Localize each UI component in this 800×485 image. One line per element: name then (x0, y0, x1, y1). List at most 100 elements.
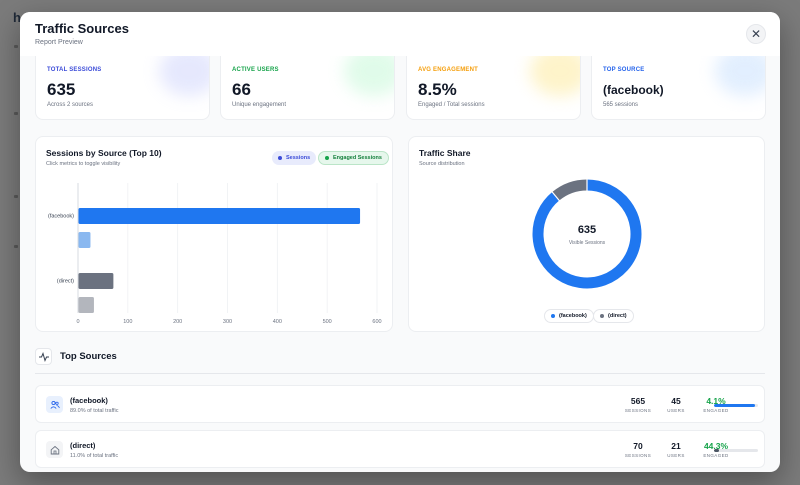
source-share: 89.0% of total traffic (70, 408, 119, 414)
modal-header: Traffic Sources Report Preview ✕ (20, 12, 780, 56)
close-icon: ✕ (750, 27, 762, 41)
kpi-subtext: 565 sessions (603, 102, 639, 108)
donut-center-label: Visible Sessions (569, 240, 606, 246)
category-label: (direct) (57, 279, 74, 285)
metric-value: 45 (671, 396, 681, 406)
metric-label: ENGAGED (703, 408, 729, 413)
donut-slice (552, 179, 588, 201)
kpi-subtext: Unique engagement (232, 102, 287, 108)
metric-label: SESSIONS (624, 408, 652, 413)
chip-dot (325, 156, 329, 160)
kpi-glow (344, 56, 394, 96)
kpi-label: TOP SOURCE (603, 67, 645, 73)
metric-value: 70 (633, 441, 643, 451)
section-title: Top Sources (60, 351, 117, 362)
metric-label: USERS (667, 408, 685, 413)
kpi-value: (facebook) (603, 83, 664, 97)
kpi-glow (159, 56, 209, 96)
card-title: Sessions by Source (Top 10) (46, 148, 162, 158)
bar-engaged (78, 232, 91, 248)
activity-icon (35, 348, 52, 365)
donut-slice (532, 179, 642, 289)
background-heading: h (13, 10, 21, 25)
metric-engaged: 44.3% ENGAGED (696, 441, 736, 458)
top-sources-header: Top Sources (35, 348, 117, 365)
sessions-by-source-card: Sessions by Source (Top 10) Click metric… (35, 136, 393, 332)
background-mark (14, 195, 18, 198)
metric-label: ENGAGED (703, 453, 729, 458)
share-bar-fill (714, 449, 720, 452)
metric-value: 44.3% (703, 441, 729, 451)
home-icon (46, 441, 63, 458)
report-modal: Traffic Sources Report Preview ✕ TOTAL S… (20, 12, 780, 472)
source-share: 11.0% of total traffic (70, 453, 119, 459)
legend-dot (600, 314, 604, 318)
kpi-glow (715, 56, 765, 96)
metric-value: 565 (630, 396, 646, 406)
bar-chart: 0 100 200 300 400 500 600 (facebook) (direct) (48, 183, 382, 325)
background-mark (14, 45, 18, 48)
toggle-engaged-chip[interactable]: Engaged Sessions (318, 151, 389, 165)
toggle-sessions-chip[interactable]: Sessions (272, 151, 317, 165)
kpi-value: 66 (232, 80, 251, 99)
chip-label: Engaged Sessions (333, 155, 382, 161)
source-name: (direct) (70, 441, 96, 450)
background-mark (14, 245, 18, 248)
donut-center-value: 635 (578, 224, 596, 236)
donut-chart: 635 Visible Sessions (532, 178, 642, 289)
share-bar (714, 449, 758, 452)
background-mark (14, 112, 18, 115)
metric-users: 45 USERS (656, 396, 696, 413)
kpi-label: ACTIVE USERS (232, 67, 279, 73)
metric-engaged: 4.1% ENGAGED (696, 396, 736, 413)
kpi-label: TOTAL SESSIONS (47, 67, 102, 73)
x-tick-label: 400 (273, 319, 282, 325)
slice-separator (551, 190, 561, 202)
x-tick-label: 300 (223, 319, 232, 325)
kpi-subtext: Engaged / Total sessions (418, 102, 485, 108)
kpi-card-active-users: ACTIVE USERS 66 Unique engagement (220, 56, 395, 120)
users-icon (46, 396, 63, 413)
card-subtitle: Source distribution (419, 161, 465, 167)
share-bar-fill (714, 404, 755, 407)
kpi-subtext: Across 2 sources (47, 102, 94, 108)
legend-label: (facebook) (559, 313, 587, 319)
x-tick-label: 600 (372, 319, 381, 325)
metric-label: USERS (667, 453, 685, 458)
legend-facebook[interactable]: (facebook) (544, 309, 594, 323)
source-row-direct[interactable]: (direct) 11.0% of total traffic 70 SESSI… (35, 430, 765, 468)
legend-direct[interactable]: (direct) (593, 309, 634, 323)
kpi-value: 635 (47, 80, 76, 99)
modal-subtitle: Report Preview (35, 39, 83, 46)
traffic-share-card: Traffic Share Source distribution 635 Vi… (408, 136, 765, 332)
metric-users: 21 USERS (656, 441, 696, 458)
category-label: (facebook) (48, 214, 74, 220)
share-bar (714, 404, 758, 407)
source-name: (facebook) (70, 396, 108, 405)
metric-sessions: 70 SESSIONS (618, 441, 658, 458)
section-divider (35, 373, 765, 374)
bar-sessions (78, 208, 361, 224)
kpi-value: 8.5% (418, 80, 457, 99)
source-row-facebook[interactable]: (facebook) 89.0% of total traffic 565 SE… (35, 385, 765, 423)
chip-dot (278, 156, 282, 160)
bar-engaged (78, 297, 94, 313)
kpi-glow (530, 56, 580, 96)
close-button[interactable]: ✕ (746, 24, 766, 44)
x-tick-label: 500 (323, 319, 332, 325)
card-subtitle: Click metrics to toggle visibility (46, 161, 121, 167)
metric-sessions: 565 SESSIONS (618, 396, 658, 413)
metric-label: SESSIONS (624, 453, 652, 458)
chip-label: Sessions (286, 155, 311, 161)
x-tick-label: 100 (123, 319, 132, 325)
card-title: Traffic Share (419, 148, 471, 158)
x-tick-label: 200 (173, 319, 182, 325)
metric-value: 4.1% (706, 396, 726, 406)
legend-label: (direct) (608, 313, 627, 319)
legend-dot (551, 314, 555, 318)
metric-value: 21 (671, 441, 681, 451)
bar-sessions (78, 273, 114, 289)
kpi-label: AVG ENGAGEMENT (418, 67, 479, 73)
x-tick-label: 0 (76, 319, 79, 325)
modal-title: Traffic Sources (35, 21, 129, 36)
